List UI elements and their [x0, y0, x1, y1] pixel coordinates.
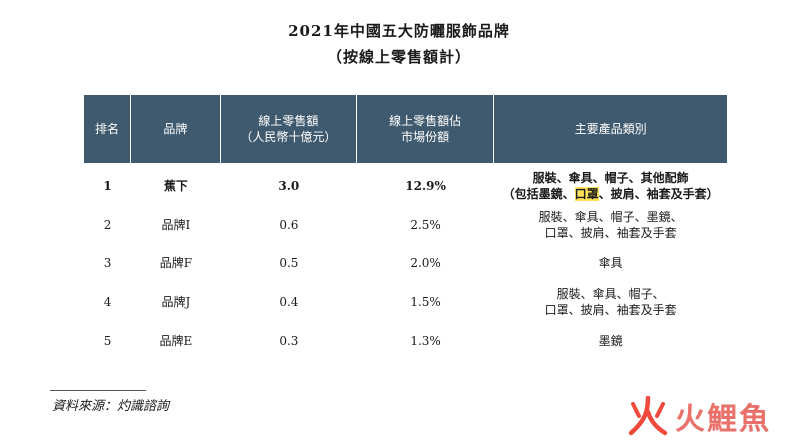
sales-cell: 0.4 — [279, 295, 299, 310]
brand-cell: 品牌I — [161, 217, 191, 232]
category-line: 傘具 — [598, 256, 623, 271]
category-line: 口罩、披肩、袖套及手套 — [544, 225, 677, 240]
brand-cell: 品牌J — [161, 295, 191, 310]
share-cell: 12.9% — [405, 179, 446, 194]
rank-cell: 5 — [103, 333, 112, 348]
category-text: （包括墨鏡、 — [502, 187, 575, 202]
brand-cell: 品牌F — [159, 256, 193, 271]
sales-cell: 0.5 — [279, 256, 299, 271]
category-line: 服裝、傘具、帽子、墨鏡、 — [538, 209, 683, 224]
brand-cell: 品牌E — [159, 333, 193, 348]
fire-icon — [628, 396, 668, 436]
rank-cell: 4 — [103, 295, 112, 310]
watermark-logo: 火鯉魚 — [625, 395, 775, 437]
brand-ranking-table: 排名 品牌 線上零售額 （人民幣十億元） 線上零售額佔 市場份額 主要產品類別 … — [84, 95, 727, 360]
header-online-sales-line1: 線上零售額 — [258, 114, 319, 128]
header-brand: 品牌 — [131, 95, 221, 163]
category-cell: 服裝、傘具、帽子、墨鏡、 口罩、披肩、袖套及手套 — [494, 206, 727, 245]
header-online-sales: 線上零售額 （人民幣十億元） — [220, 95, 357, 163]
header-rank: 排名 — [84, 95, 132, 163]
table-row: 4 品牌J 0.4 1.5% 服裝、傘具、帽子、 口罩、披肩、袖套及手套 — [84, 283, 727, 322]
table-header-row: 排名 品牌 線上零售額 （人民幣十億元） 線上零售額佔 市場份額 主要產品類別 — [84, 95, 727, 163]
category-line: 服裝、傘具、帽子、 — [556, 287, 665, 302]
category-cell: 服裝、傘具、帽子、其他配飾 （包括墨鏡、口罩、披肩、袖套及手套） — [494, 163, 727, 206]
category-line: （包括墨鏡、口罩、披肩、袖套及手套） — [498, 186, 723, 202]
category-line: 墨鏡 — [598, 333, 623, 348]
brand-cell: 蕉下 — [163, 179, 188, 194]
category-cell: 服裝、傘具、帽子、 口罩、披肩、袖套及手套 — [494, 283, 727, 322]
share-cell: 1.3% — [410, 333, 441, 348]
category-cell: 墨鏡 — [494, 321, 727, 360]
header-market-share-line2: 市場份額 — [401, 130, 450, 144]
category-line: 服裝、傘具、帽子、其他配飾 — [532, 171, 689, 186]
sales-cell: 0.3 — [279, 333, 299, 348]
share-cell: 1.5% — [410, 295, 441, 310]
highlighted-keyword: 口罩 — [574, 187, 599, 202]
category-cell: 傘具 — [494, 244, 727, 283]
rank-cell: 3 — [103, 256, 112, 271]
category-line: 口罩、披肩、袖套及手套 — [544, 303, 677, 318]
page-subtitle: （按線上零售額計） — [326, 48, 471, 66]
table-row: 2 品牌I 0.6 2.5% 服裝、傘具、帽子、墨鏡、 口罩、披肩、袖套及手套 — [84, 206, 727, 245]
sales-cell: 0.6 — [279, 217, 299, 232]
source-note: 資料來源：灼識諮詢 — [52, 399, 170, 414]
share-cell: 2.5% — [410, 217, 441, 232]
page-title: 2021年中國五大防曬服飾品牌 — [288, 22, 510, 40]
header-product-category: 主要產品類別 — [494, 95, 727, 163]
source-divider — [50, 390, 146, 391]
category-text: 、披肩、袖套及手套） — [598, 187, 719, 202]
table-row: 3 品牌F 0.5 2.0% 傘具 — [84, 244, 727, 283]
rank-cell: 1 — [103, 179, 112, 194]
table-row: 1 蕉下 3.0 12.9% 服裝、傘具、帽子、其他配飾 （包括墨鏡、口罩、披肩… — [84, 163, 727, 206]
header-online-sales-line2: （人民幣十億元） — [240, 130, 337, 144]
header-market-share-line1: 線上零售額佔 — [389, 114, 462, 128]
watermark-text: 火鯉魚 — [675, 402, 771, 437]
header-market-share: 線上零售額佔 市場份額 — [356, 95, 495, 163]
rank-cell: 2 — [103, 217, 112, 232]
sales-cell: 3.0 — [278, 179, 300, 194]
table-row: 5 品牌E 0.3 1.3% 墨鏡 — [84, 321, 727, 360]
share-cell: 2.0% — [410, 256, 441, 271]
